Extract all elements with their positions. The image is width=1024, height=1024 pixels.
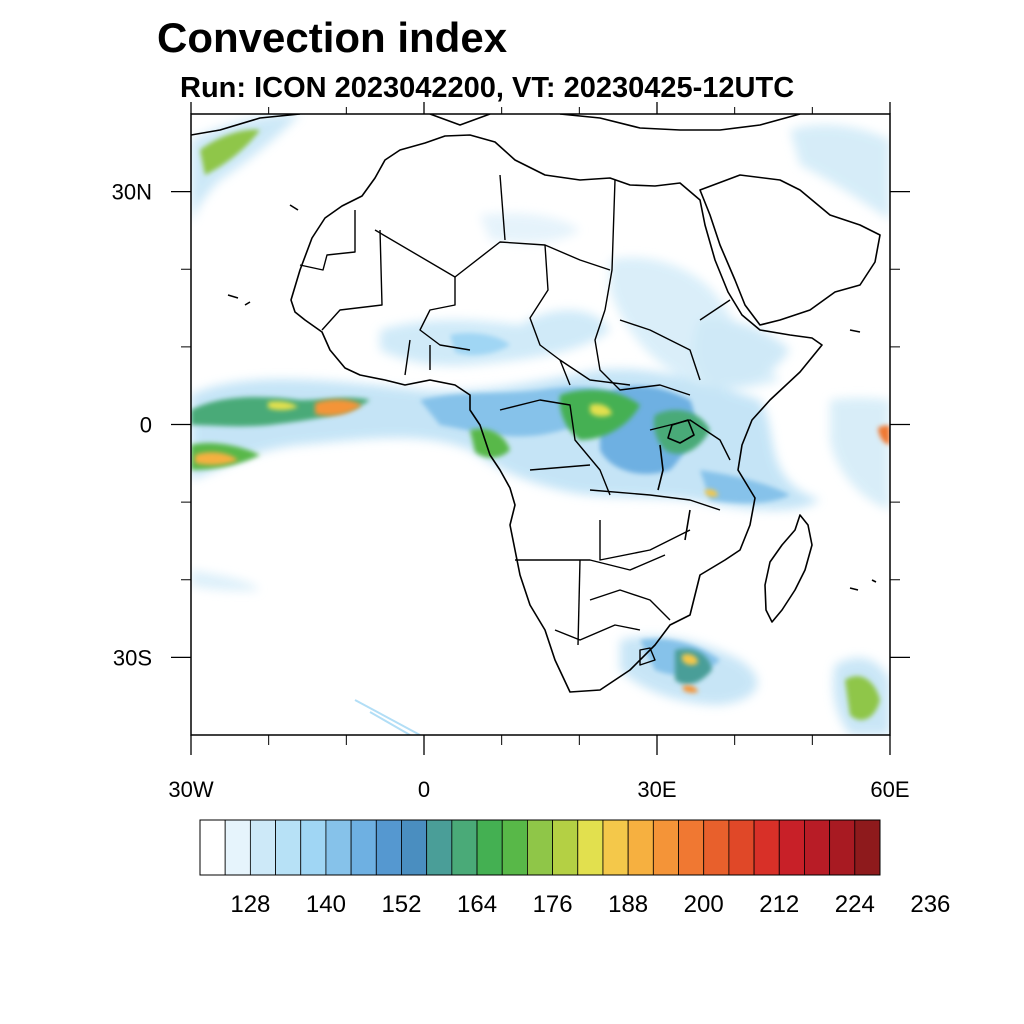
colorbar-swatch xyxy=(275,819,302,876)
colorbar-label: 176 xyxy=(533,891,573,918)
colorbar-label: 140 xyxy=(306,891,346,918)
lon-tick-label: 60E xyxy=(870,777,909,802)
colorbar-swatch xyxy=(804,819,831,876)
field-streaks xyxy=(354,699,421,735)
colorbar-swatch xyxy=(577,819,604,876)
colorbar-swatch xyxy=(678,819,705,876)
colorbar-label: 224 xyxy=(835,891,875,918)
islands xyxy=(227,204,877,591)
colorbar-swatch xyxy=(703,819,730,876)
colorbar-swatch xyxy=(552,819,579,876)
lat-tick-label: 30N xyxy=(112,180,152,205)
colorbar-swatch xyxy=(451,819,478,876)
colorbar-label: 212 xyxy=(759,891,799,918)
colorbar-label: 128 xyxy=(230,891,270,918)
arabia-coastline xyxy=(699,174,881,326)
colorbar-swatch xyxy=(325,819,352,876)
colorbar-label: 200 xyxy=(684,891,724,918)
map-title: Convection index xyxy=(157,14,508,61)
colorbar-swatch xyxy=(753,819,780,876)
colorbar-label: 164 xyxy=(457,891,497,918)
map-outlines xyxy=(191,114,881,693)
lakes xyxy=(657,419,695,541)
colorbar-label: 152 xyxy=(381,891,421,918)
latitude-axis: 30N 0 30S xyxy=(112,180,910,670)
lon-tick-label: 30E xyxy=(637,777,676,802)
lat-tick-label: 30S xyxy=(113,645,152,670)
colorbar-swatch xyxy=(602,819,629,876)
colorbar-swatch xyxy=(476,819,503,876)
field-warm xyxy=(195,399,890,693)
colorbar-label: 188 xyxy=(608,891,648,918)
colorbar-swatch xyxy=(829,819,856,876)
colorbar-swatch xyxy=(350,819,377,876)
colorbar-swatch xyxy=(300,819,327,876)
africa-coastline xyxy=(290,134,823,693)
colorbar-swatch xyxy=(728,819,755,876)
colorbar-swatch xyxy=(401,819,428,876)
europe-coastline xyxy=(191,114,801,136)
longitude-axis: 30W 0 30E 60E xyxy=(168,102,910,802)
lat-tick-label: 0 xyxy=(140,413,152,438)
lon-tick-label: 0 xyxy=(418,777,430,802)
lon-tick-label: 30W xyxy=(168,777,213,802)
convection-field xyxy=(191,114,890,735)
colorbar-frame xyxy=(199,819,881,876)
colorbar-swatch xyxy=(778,819,805,876)
colorbar-swatch xyxy=(501,819,528,876)
colorbar-swatch xyxy=(426,819,453,876)
colorbar: 128 140 152 164 176 188 200 212 224 236 xyxy=(199,819,950,918)
colorbar-swatch xyxy=(249,819,276,876)
country-borders xyxy=(299,174,731,666)
map-subtitle: Run: ICON 2023042200, VT: 20230425-12UTC xyxy=(180,72,795,104)
colorbar-swatch xyxy=(854,819,881,876)
colorbar-swatch xyxy=(627,819,654,876)
madagascar-coastline xyxy=(764,514,813,623)
colorbar-swatch xyxy=(199,819,226,876)
colorbar-swatch xyxy=(224,819,251,876)
colorbar-swatch xyxy=(375,819,402,876)
colorbar-label: 236 xyxy=(910,891,950,918)
colorbar-swatch xyxy=(652,819,679,876)
colorbar-swatch xyxy=(527,819,553,876)
